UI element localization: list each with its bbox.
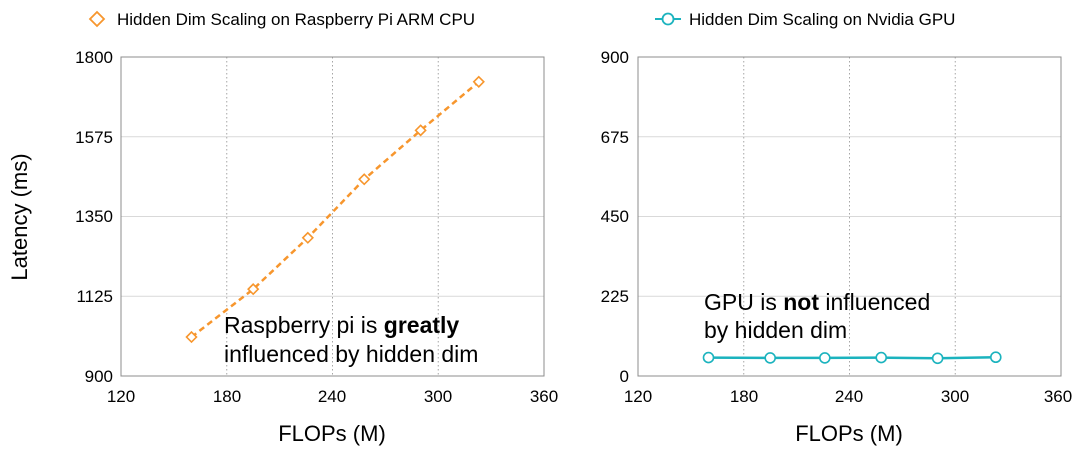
y-tick-label: 450 <box>601 207 629 226</box>
x-tick-label: 360 <box>1044 387 1072 406</box>
data-point <box>875 351 888 364</box>
series-cpu <box>185 75 485 344</box>
y-tick-label: 1800 <box>75 48 113 67</box>
y-axis-title-cpu: Latency (ms) <box>7 153 32 280</box>
x-tick-label: 300 <box>941 387 969 406</box>
series-line <box>190 80 480 338</box>
y-tick-label: 1575 <box>75 128 113 147</box>
x-tick-label: 120 <box>107 387 135 406</box>
data-point <box>819 352 831 364</box>
chart-cpu: Hidden Dim Scaling on Raspberry Pi ARM C… <box>7 10 558 446</box>
series-gpu <box>702 351 1002 365</box>
data-point <box>301 231 314 244</box>
y-ticks-cpu: 900 1125 1350 1575 1800 <box>75 48 113 386</box>
x-tick-label: 240 <box>835 387 863 406</box>
annotation-gpu-emphasis: not <box>783 289 819 315</box>
x-ticks-cpu: 120 180 240 300 360 <box>107 387 558 406</box>
plot-area-gpu <box>637 56 1062 377</box>
data-point <box>185 330 198 344</box>
legend-label-cpu: Hidden Dim Scaling on Raspberry Pi ARM C… <box>117 10 475 29</box>
data-point <box>472 75 485 88</box>
x-ticks-gpu: 120 180 240 300 360 <box>624 387 1072 406</box>
x-tick-label: 120 <box>624 387 652 406</box>
plot-frame-gpu <box>637 56 1062 377</box>
legend-cpu: Hidden Dim Scaling on Raspberry Pi ARM C… <box>88 10 475 29</box>
legend-gpu: Hidden Dim Scaling on Nvidia GPU <box>655 10 955 29</box>
data-point <box>358 173 371 186</box>
data-point <box>247 283 260 296</box>
plot-area-cpu <box>120 56 545 377</box>
annotation-gpu-prefix: GPU is <box>704 289 783 315</box>
x-tick-label: 180 <box>730 387 758 406</box>
annotation-cpu-prefix: Raspberry pi is <box>224 312 384 338</box>
y-tick-label: 1125 <box>76 287 113 306</box>
y-tick-label: 225 <box>601 287 629 306</box>
data-point <box>764 352 776 364</box>
x-tick-label: 240 <box>318 387 346 406</box>
x-axis-title-gpu: FLOPs (M) <box>795 421 903 446</box>
annotation-cpu-line2: influenced by hidden dim <box>224 341 478 367</box>
x-axis-title-cpu: FLOPs (M) <box>278 421 386 446</box>
x-tick-label: 360 <box>530 387 558 406</box>
plot-frame-cpu <box>120 56 545 377</box>
y-ticks-gpu: 0 225 450 675 900 <box>601 48 629 386</box>
gridlines-cpu <box>121 57 544 376</box>
y-tick-label: 1350 <box>75 207 113 226</box>
data-point <box>931 352 944 365</box>
circle-icon <box>661 12 675 26</box>
series-line <box>708 355 996 360</box>
data-point <box>989 351 1002 364</box>
data-point <box>702 351 715 364</box>
gridlines-gpu <box>638 57 1061 376</box>
y-tick-label: 0 <box>620 367 629 386</box>
chart-gpu: Hidden Dim Scaling on Nvidia GPU 0 225 4… <box>601 10 1073 446</box>
x-tick-label: 180 <box>213 387 241 406</box>
annotation-gpu-line2: by hidden dim <box>704 317 847 343</box>
y-tick-label: 900 <box>85 367 113 386</box>
data-point <box>414 124 427 137</box>
legend-label-gpu: Hidden Dim Scaling on Nvidia GPU <box>689 10 955 29</box>
annotation-cpu-line1: Raspberry pi is greatly <box>224 312 459 338</box>
annotation-cpu-emphasis: greatly <box>384 312 460 338</box>
annotation-gpu-line1: GPU is not influenced <box>704 289 930 315</box>
diamond-icon <box>88 10 106 28</box>
y-tick-label: 675 <box>601 128 629 147</box>
annotation-gpu-suffix: influenced <box>819 289 930 315</box>
x-tick-label: 300 <box>424 387 452 406</box>
y-tick-label: 900 <box>601 48 629 67</box>
